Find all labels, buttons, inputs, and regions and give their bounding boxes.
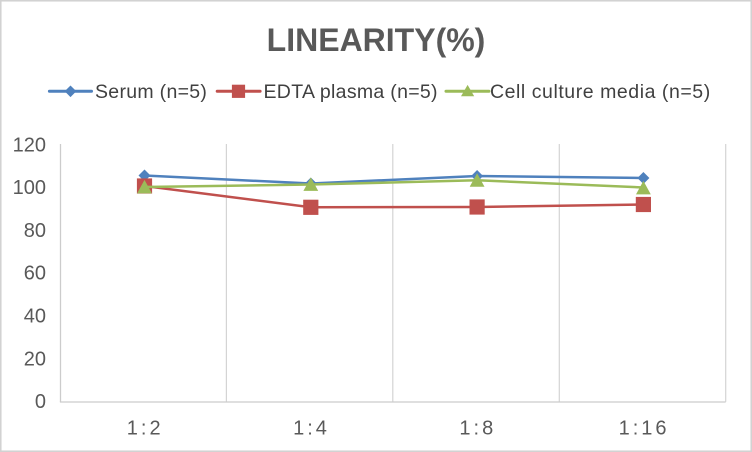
svg-text:Serum (n=5): Serum (n=5)	[95, 81, 207, 103]
svg-text:LINEARITY(%): LINEARITY(%)	[267, 22, 486, 58]
svg-text:EDTA plasma (n=5): EDTA plasma (n=5)	[264, 81, 438, 103]
svg-text:60: 60	[24, 263, 46, 285]
svg-text:1:4: 1:4	[293, 418, 330, 440]
svg-text:120: 120	[13, 134, 46, 156]
svg-text:1:2: 1:2	[127, 418, 164, 440]
svg-text:80: 80	[24, 220, 46, 242]
svg-text:20: 20	[24, 348, 46, 370]
svg-text:40: 40	[24, 306, 46, 328]
svg-text:100: 100	[13, 177, 46, 199]
svg-text:1:8: 1:8	[459, 418, 496, 440]
svg-text:0: 0	[35, 391, 46, 413]
svg-text:Cell culture media (n=5): Cell culture media (n=5)	[490, 81, 711, 103]
svg-text:1:16: 1:16	[619, 418, 670, 440]
